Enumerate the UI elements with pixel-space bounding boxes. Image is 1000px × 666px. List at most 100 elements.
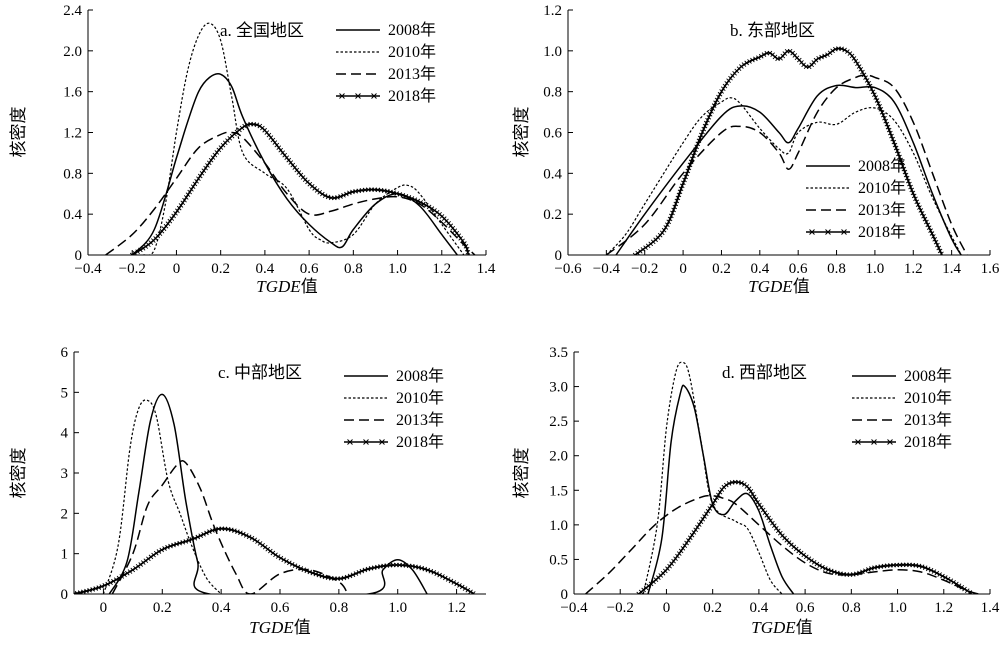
series-marker <box>882 115 887 121</box>
series-marker <box>458 235 463 241</box>
series-marker <box>440 574 445 579</box>
series-marker <box>758 53 764 59</box>
series-marker <box>918 208 924 213</box>
series-marker <box>162 546 167 551</box>
series-marker <box>899 160 904 166</box>
series-marker <box>870 89 876 95</box>
y-tick-label: 6 <box>61 345 69 361</box>
series-marker <box>860 569 865 575</box>
series-marker <box>888 130 893 136</box>
legend-marker <box>809 229 815 235</box>
series-marker <box>753 56 758 62</box>
series-marker <box>857 570 862 576</box>
x-tick-label: 0 <box>663 600 671 616</box>
series-marker <box>442 575 448 581</box>
x-tick-label: 0.8 <box>344 261 363 277</box>
panel-title-b: b. 东部地区 <box>730 21 815 40</box>
x-tick-label: 0.4 <box>256 261 275 277</box>
x-tick-label: −0.4 <box>74 261 102 277</box>
x-tick-label: 0.6 <box>796 600 815 616</box>
series-marker <box>672 204 678 210</box>
series-marker <box>459 584 465 590</box>
series-marker <box>691 530 697 535</box>
series-marker <box>304 568 310 574</box>
series-marker <box>876 101 881 106</box>
y-axis-label-b: 核密度 <box>512 107 531 158</box>
series-marker <box>954 581 959 587</box>
x-tick-label: 0.8 <box>827 261 846 277</box>
series-marker <box>127 569 133 574</box>
series-marker <box>726 481 732 486</box>
series-marker <box>713 100 718 106</box>
series-marker <box>814 561 820 567</box>
series-marker <box>197 173 203 179</box>
series-line-b-1 <box>605 97 962 255</box>
legend-marker <box>855 439 861 445</box>
x-tick-label: 1.0 <box>388 600 407 616</box>
y-tick-label: 2.0 <box>549 449 568 465</box>
series-marker <box>356 569 362 575</box>
series-marker <box>167 218 173 224</box>
series-marker <box>257 541 263 546</box>
series-line-a-2 <box>105 131 476 255</box>
series-marker <box>914 199 920 205</box>
series-marker <box>717 489 723 495</box>
legend-marker <box>347 439 353 445</box>
series-marker <box>851 56 857 61</box>
series-marker <box>252 537 258 543</box>
y-tick-label: 5 <box>61 385 69 401</box>
series-marker <box>705 117 710 123</box>
legend-c: 2008年 2010年 2013年 2018年 <box>344 367 444 451</box>
legend-d: 2008年 2010年 2013年 2018年 <box>852 367 952 451</box>
legend-label-d-2: 2013年 <box>904 411 952 429</box>
y-tick-label: 3.5 <box>549 345 568 361</box>
series-marker <box>925 566 931 572</box>
series-marker <box>241 531 246 537</box>
y-tick-label: 0 <box>61 587 69 603</box>
series-line-c-2 <box>111 460 349 594</box>
series-marker <box>873 95 879 100</box>
x-tick-label: 1.0 <box>866 261 885 277</box>
series-marker <box>962 586 967 592</box>
series-marker <box>698 132 704 138</box>
series-marker <box>744 60 749 66</box>
series-marker <box>313 571 319 577</box>
series-marker <box>470 591 476 594</box>
legend-label-d-1: 2010年 <box>904 389 952 407</box>
y-tick-label: 0.2 <box>543 207 562 223</box>
series-marker <box>907 181 912 187</box>
series-marker <box>199 171 205 176</box>
y-tick-label: 1.2 <box>63 126 82 142</box>
series-marker <box>709 503 714 509</box>
series-marker <box>138 562 144 567</box>
series-marker <box>203 165 208 171</box>
series-marker <box>310 570 316 576</box>
series-marker <box>909 187 915 193</box>
series-marker <box>820 564 825 570</box>
series-marker <box>863 568 868 573</box>
x-tick-label: 0.8 <box>329 600 348 616</box>
series-marker <box>919 211 925 216</box>
series-marker <box>175 208 180 214</box>
series-line-b-0 <box>615 84 962 255</box>
series-marker <box>415 198 421 204</box>
legend-marker <box>379 439 385 445</box>
series-marker <box>753 497 759 502</box>
series-marker <box>316 572 322 578</box>
y-tick-label: 2 <box>61 506 69 522</box>
series-marker <box>823 566 828 571</box>
series-marker <box>143 244 149 249</box>
series-marker <box>205 163 210 168</box>
series-marker <box>891 139 897 145</box>
series-marker <box>168 543 173 549</box>
series-marker <box>692 150 697 156</box>
legend-b: 2008年 2010年 2013年 2018年 <box>806 157 906 241</box>
series-marker <box>635 250 640 255</box>
series-marker <box>668 213 674 219</box>
legend-label-a-1: 2010年 <box>388 43 436 61</box>
series-marker <box>671 207 676 213</box>
series-marker <box>344 191 349 197</box>
axes-b: −0.6 −0.4 −0.2 0 0.2 0.4 0.6 0.8 1.0 1.2 1.4 1.6 0 0.… <box>543 3 1000 277</box>
legend-label-b-3: 2018年 <box>858 223 906 241</box>
series-marker <box>190 184 196 189</box>
